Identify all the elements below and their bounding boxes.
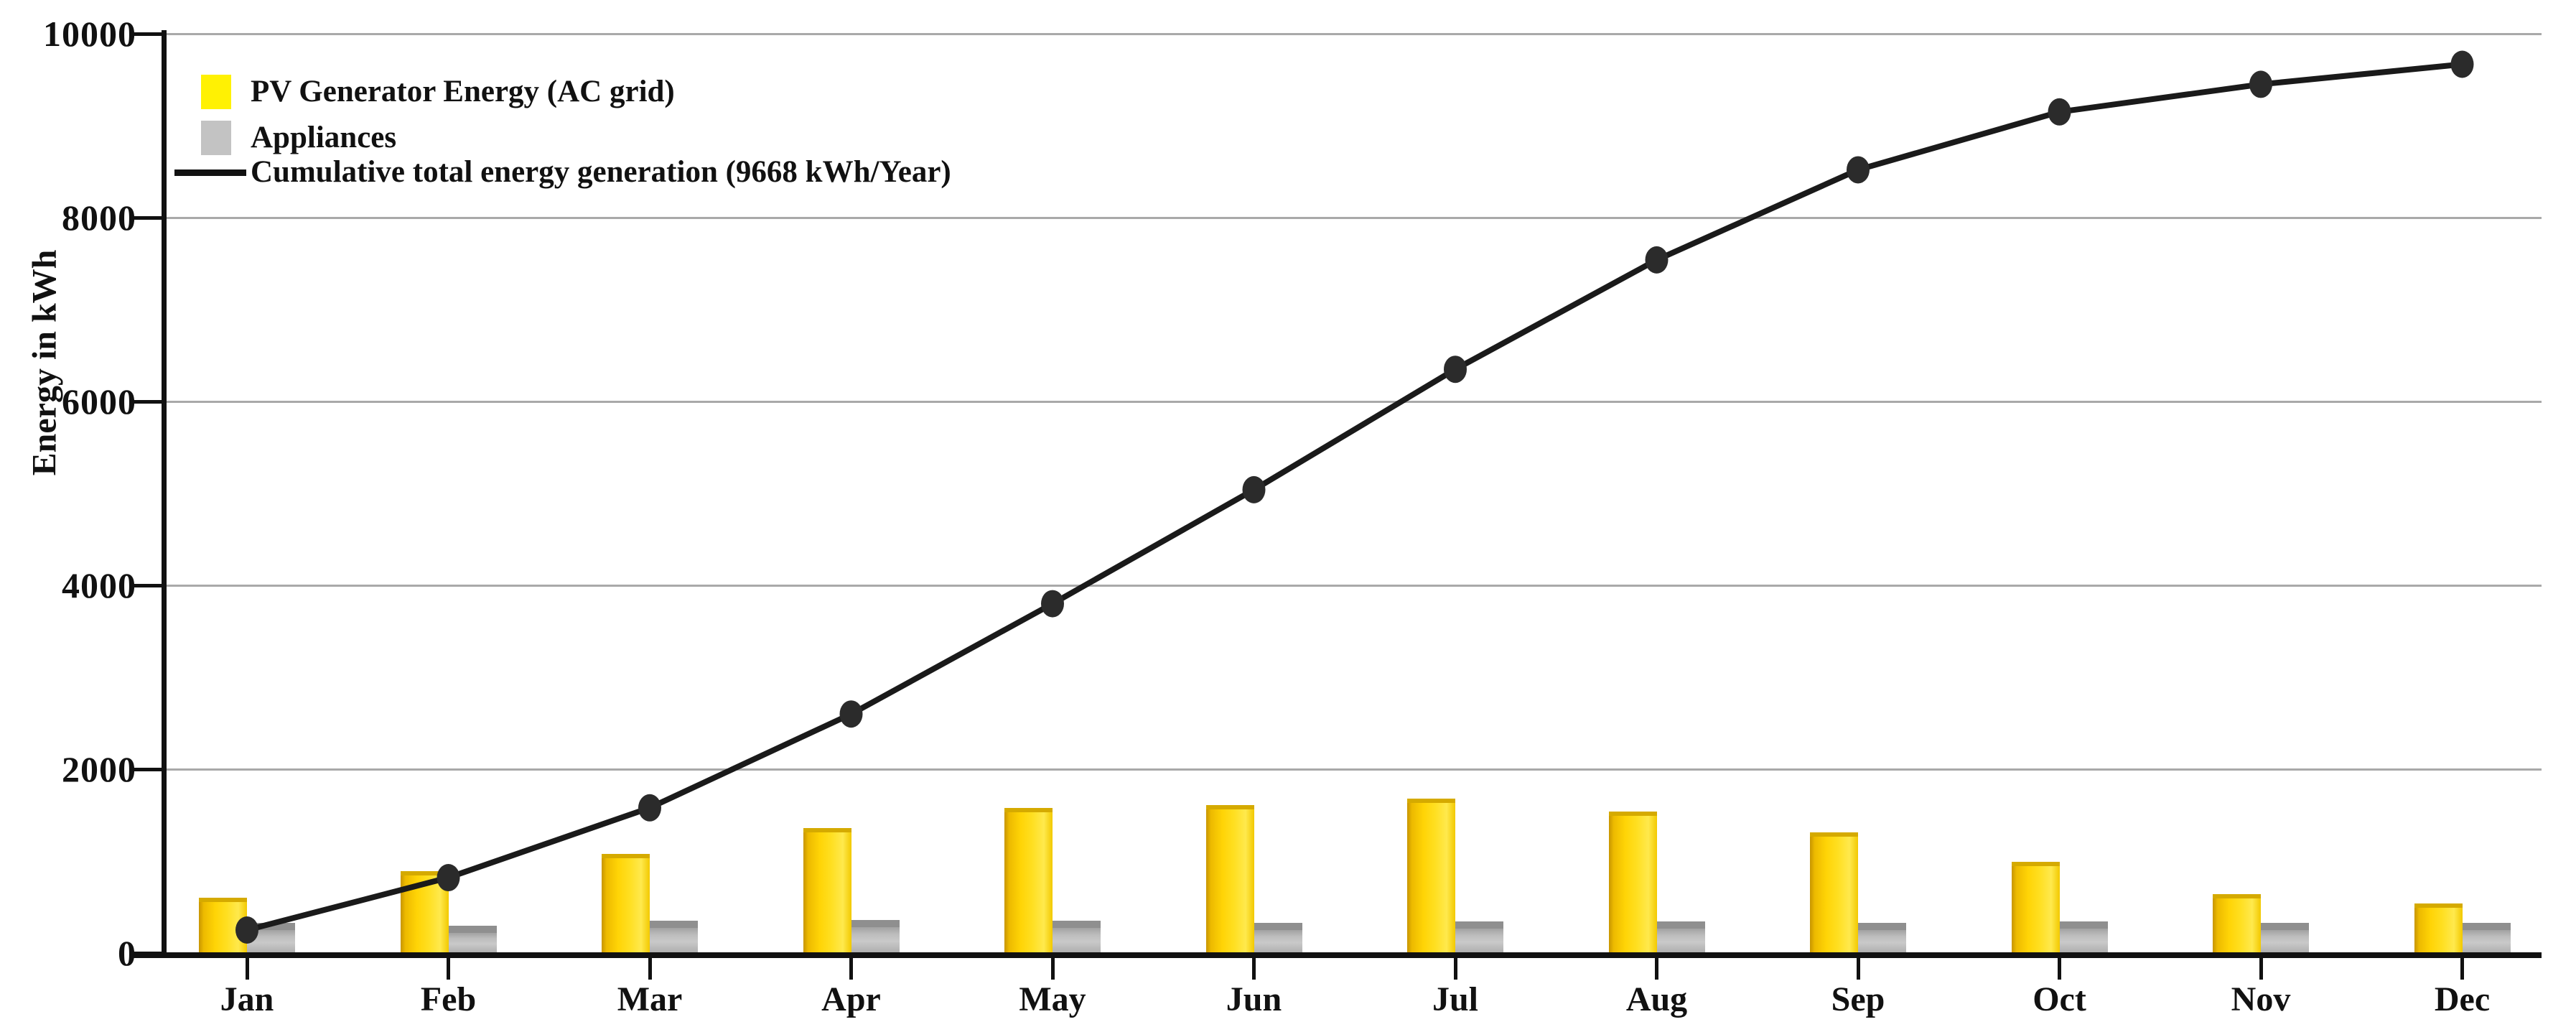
pv-bar-dec — [2414, 903, 2463, 953]
cumulative-point-jul — [1444, 356, 1467, 384]
gridline-2000 — [167, 768, 2542, 771]
pv-bar-apr — [803, 827, 851, 953]
x-tick-nov — [2259, 957, 2263, 980]
y-tick-label-4000: 4000 — [62, 565, 136, 605]
y-tick-10000 — [130, 32, 163, 36]
pv-bar-jan — [199, 898, 247, 953]
appliances-bar-oct — [2059, 921, 2108, 953]
y-axis-title: Energy in kWh — [25, 249, 64, 476]
x-tick-feb — [447, 957, 450, 980]
x-tick-label-nov: Nov — [2231, 980, 2291, 1018]
y-tick-label-0: 0 — [118, 933, 136, 973]
x-tick-oct — [2058, 957, 2061, 980]
cumulative-line — [246, 61, 2463, 933]
x-tick-sep — [1856, 957, 1860, 980]
appliances-color-swatch-icon — [201, 121, 231, 155]
x-tick-mar — [648, 957, 652, 980]
x-tick-label-jun: Jun — [1226, 980, 1282, 1018]
cumulative-point-dec — [2450, 50, 2474, 78]
x-tick-apr — [849, 957, 853, 980]
x-tick-label-apr: Apr — [821, 980, 881, 1018]
appliances-bar-dec — [2462, 923, 2511, 953]
cumulative-point-jun — [1242, 475, 1266, 503]
appliances-bar-aug — [1656, 921, 1705, 953]
x-axis-line — [129, 952, 2542, 958]
gridline-8000 — [167, 216, 2542, 219]
legend-label-pv: PV Generator Energy (AC grid) — [251, 75, 675, 108]
pv-bar-nov — [2213, 894, 2261, 953]
appliances-bar-nov — [2261, 923, 2309, 953]
y-tick-label-8000: 8000 — [62, 198, 136, 238]
pv-bar-sep — [1810, 832, 1858, 953]
appliances-bar-jul — [1455, 921, 1503, 953]
y-axis-line — [162, 30, 167, 958]
x-tick-jan — [245, 957, 249, 980]
legend-icon-box — [174, 75, 251, 109]
pv-bar-may — [1004, 807, 1053, 953]
x-tick-dec — [2460, 957, 2464, 980]
x-tick-label-jan: Jan — [220, 980, 274, 1018]
x-tick-label-may: May — [1019, 980, 1086, 1018]
x-tick-label-mar: Mar — [617, 980, 683, 1018]
x-tick-label-feb: Feb — [420, 980, 477, 1018]
cumulative-point-apr — [839, 700, 863, 728]
pv-bar-jun — [1205, 804, 1254, 953]
x-tick-label-aug: Aug — [1625, 980, 1688, 1018]
cumulative-line-swatch-icon — [174, 169, 246, 176]
y-tick-label-10000: 10000 — [43, 14, 136, 54]
y-tick-label-6000: 6000 — [62, 381, 136, 422]
cumulative-point-aug — [1645, 246, 1669, 274]
y-tick-2000 — [130, 767, 163, 771]
cumulative-point-sep — [1847, 156, 1870, 184]
legend-item-appliances: Appliances — [174, 121, 396, 155]
gridline-10000 — [167, 32, 2542, 35]
appliances-bar-sep — [1858, 923, 1906, 953]
x-tick-label-sep: Sep — [1831, 980, 1885, 1018]
appliances-bar-jan — [247, 922, 295, 953]
gridline-4000 — [167, 584, 2542, 587]
x-tick-jul — [1453, 957, 1457, 980]
pv-bar-mar — [602, 853, 650, 953]
legend-icon-box — [174, 169, 251, 176]
x-tick-label-oct: Oct — [2033, 980, 2086, 1018]
x-tick-jun — [1252, 957, 1256, 980]
pv-bar-feb — [400, 871, 449, 953]
cumulative-point-mar — [638, 794, 661, 822]
x-tick-label-jul: Jul — [1432, 980, 1479, 1018]
legend-label-appliances: Appliances — [251, 121, 397, 154]
appliances-bar-may — [1053, 921, 1101, 953]
y-tick-8000 — [130, 215, 163, 220]
cumulative-point-oct — [2048, 98, 2071, 126]
x-tick-label-dec: Dec — [2434, 980, 2491, 1018]
legend-label-cumulative: Cumulative total energy generation (9668… — [251, 155, 951, 189]
cumulative-point-may — [1041, 590, 1064, 618]
appliances-bar-feb — [448, 925, 497, 953]
y-tick-4000 — [130, 583, 163, 587]
pv-bar-aug — [1608, 811, 1657, 953]
cumulative-point-nov — [2249, 70, 2272, 98]
legend-icon-box — [174, 121, 251, 155]
y-tick-6000 — [130, 399, 163, 404]
appliances-bar-apr — [851, 919, 900, 953]
appliances-bar-jun — [1254, 923, 1302, 953]
y-tick-label-2000: 2000 — [62, 749, 136, 789]
gridline-6000 — [167, 400, 2542, 403]
legend-item-pv: PV Generator Energy (AC grid) — [174, 75, 675, 109]
pv-bar-oct — [2011, 862, 2060, 953]
appliances-bar-mar — [650, 921, 698, 953]
x-tick-aug — [1655, 957, 1658, 980]
pv-color-swatch-icon — [201, 75, 231, 109]
x-tick-may — [1050, 957, 1055, 980]
pv-bar-jul — [1407, 798, 1455, 953]
legend-item-cumulative: Cumulative total energy generation (9668… — [174, 155, 951, 190]
